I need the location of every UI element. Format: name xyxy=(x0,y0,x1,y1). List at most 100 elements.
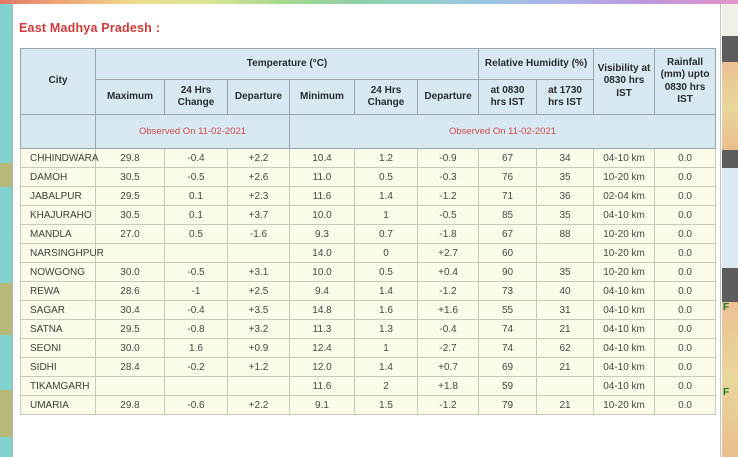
value-cell: 1.3 xyxy=(355,320,418,339)
value-cell: 10.0 xyxy=(290,206,355,225)
value-cell: -1.2 xyxy=(418,187,479,206)
observed-on-row: Observed On 11-02-2021 Observed On 11-02… xyxy=(21,115,716,149)
value-cell: 10-20 km xyxy=(594,244,655,263)
value-cell: +2.2 xyxy=(228,396,290,415)
value-cell: 0.1 xyxy=(165,206,228,225)
value-cell: 0.0 xyxy=(655,282,716,301)
value-cell: +2.5 xyxy=(228,282,290,301)
value-cell: +2.6 xyxy=(228,168,290,187)
city-cell: NARSINGHPUR xyxy=(21,244,96,263)
value-cell: 0.0 xyxy=(655,187,716,206)
value-cell: 10-20 km xyxy=(594,263,655,282)
map-band xyxy=(722,302,738,457)
table-row: CHHINDWARA29.8-0.4+2.210.41.2-0.9673404-… xyxy=(21,149,716,168)
value-cell: 29.5 xyxy=(96,187,165,206)
value-cell: 79 xyxy=(479,396,537,415)
value-cell: 36 xyxy=(537,187,594,206)
city-cell: SIDHI xyxy=(21,358,96,377)
city-cell: SATNA xyxy=(21,320,96,339)
value-cell: 11.3 xyxy=(290,320,355,339)
value-cell: 0.5 xyxy=(355,168,418,187)
value-cell: 12.0 xyxy=(290,358,355,377)
value-cell: -1.2 xyxy=(418,396,479,415)
value-cell: 10.4 xyxy=(290,149,355,168)
map-terrain-band xyxy=(0,390,12,437)
value-cell: 21 xyxy=(537,320,594,339)
value-cell: +2.3 xyxy=(228,187,290,206)
value-cell: 0.0 xyxy=(655,206,716,225)
observed-on-left: Observed On 11-02-2021 xyxy=(96,115,290,149)
value-cell: 10-20 km xyxy=(594,225,655,244)
map-band xyxy=(722,268,738,302)
value-cell: 21 xyxy=(537,358,594,377)
col-group-humidity: Relative Humidity (%) xyxy=(479,49,594,80)
city-cell: TIKAMGARH xyxy=(21,377,96,396)
value-cell: 1.6 xyxy=(355,301,418,320)
city-cell: REWA xyxy=(21,282,96,301)
value-cell: 1.6 xyxy=(165,339,228,358)
table-row: UMARIA29.8-0.6+2.29.11.5-1.2792110-20 km… xyxy=(21,396,716,415)
value-cell: 11.0 xyxy=(290,168,355,187)
value-cell: 74 xyxy=(479,320,537,339)
background-left-strip xyxy=(0,4,12,457)
value-cell: +1.8 xyxy=(418,377,479,396)
value-cell: 60 xyxy=(479,244,537,263)
table-row: NOWGONG30.0-0.5+3.110.00.5+0.4903510-20 … xyxy=(21,263,716,282)
value-cell: +3.2 xyxy=(228,320,290,339)
value-cell: 04-10 km xyxy=(594,358,655,377)
value-cell: 35 xyxy=(537,206,594,225)
value-cell: 02-04 km xyxy=(594,187,655,206)
value-cell: -1.6 xyxy=(228,225,290,244)
col-header-rh-1730: at 1730 hrs IST xyxy=(537,80,594,115)
value-cell xyxy=(96,244,165,263)
table-row: SIDHI28.4-0.2+1.212.01.4+0.7692104-10 km… xyxy=(21,358,716,377)
value-cell: 29.8 xyxy=(96,149,165,168)
value-cell: 30.5 xyxy=(96,168,165,187)
value-cell: +3.7 xyxy=(228,206,290,225)
value-cell: 30.0 xyxy=(96,263,165,282)
value-cell: -0.6 xyxy=(165,396,228,415)
background-right-strip: F F xyxy=(722,4,738,457)
value-cell: 67 xyxy=(479,149,537,168)
value-cell: +2.7 xyxy=(418,244,479,263)
map-terrain-band xyxy=(0,283,12,335)
value-cell: 30.0 xyxy=(96,339,165,358)
city-cell: JABALPUR xyxy=(21,187,96,206)
table-row: TIKAMGARH11.62+1.85904-10 km0.0 xyxy=(21,377,716,396)
value-cell: 71 xyxy=(479,187,537,206)
table-row: DAMOH30.5-0.5+2.611.00.5-0.3763510-20 km… xyxy=(21,168,716,187)
value-cell: 12.4 xyxy=(290,339,355,358)
value-cell: 73 xyxy=(479,282,537,301)
header-group-row: City Temperature (°C) Relative Humidity … xyxy=(21,49,716,80)
col-header-visibility: Visibility at 0830 hrs IST xyxy=(594,49,655,115)
page-title: East Madhya Pradesh : xyxy=(19,21,720,35)
value-cell: 62 xyxy=(537,339,594,358)
col-header-rh-0830: at 0830 hrs IST xyxy=(479,80,537,115)
weather-table: City Temperature (°C) Relative Humidity … xyxy=(20,48,716,415)
value-cell: 0.0 xyxy=(655,377,716,396)
value-cell: 11.6 xyxy=(290,187,355,206)
value-cell: 04-10 km xyxy=(594,339,655,358)
value-cell: 0.1 xyxy=(165,187,228,206)
value-cell: 0.0 xyxy=(655,244,716,263)
value-cell: -1.8 xyxy=(418,225,479,244)
value-cell: 0 xyxy=(355,244,418,263)
value-cell: 69 xyxy=(479,358,537,377)
value-cell: 1.4 xyxy=(355,282,418,301)
city-cell: SEONI xyxy=(21,339,96,358)
value-cell: 34 xyxy=(537,149,594,168)
value-cell: 76 xyxy=(479,168,537,187)
value-cell: -1 xyxy=(165,282,228,301)
map-band xyxy=(722,4,738,36)
value-cell xyxy=(96,377,165,396)
map-terrain-band xyxy=(0,163,12,187)
value-cell: 74 xyxy=(479,339,537,358)
value-cell: -0.8 xyxy=(165,320,228,339)
city-cell: DAMOH xyxy=(21,168,96,187)
value-cell: 1 xyxy=(355,339,418,358)
value-cell: 85 xyxy=(479,206,537,225)
value-cell: 35 xyxy=(537,168,594,187)
table-row: JABALPUR29.50.1+2.311.61.4-1.2713602-04 … xyxy=(21,187,716,206)
value-cell: 0.0 xyxy=(655,225,716,244)
value-cell: 90 xyxy=(479,263,537,282)
